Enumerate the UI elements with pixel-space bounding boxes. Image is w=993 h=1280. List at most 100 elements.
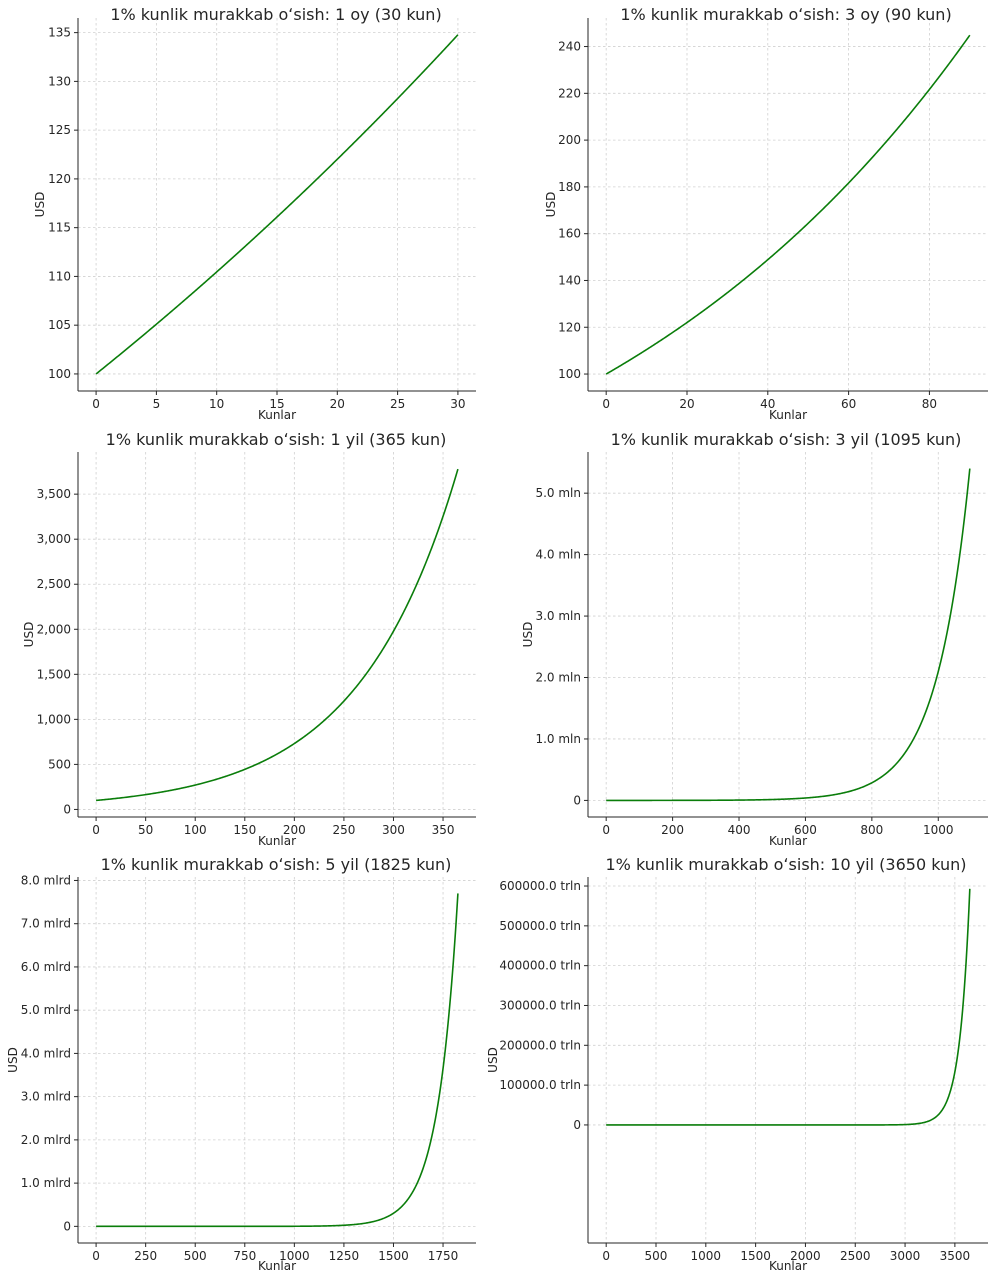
y-tick-label: 2,000 [37, 622, 71, 636]
y-tick-label: 125 [48, 123, 71, 137]
y-tick-label: 130 [48, 74, 71, 88]
x-tick-label: 0 [92, 823, 100, 837]
x-tick-label: 15 [269, 397, 284, 411]
x-tick-label: 30 [450, 397, 465, 411]
x-tick-label: 300 [382, 823, 405, 837]
x-tick-label: 40 [760, 397, 775, 411]
series-line [95, 34, 459, 375]
x-tick-label: 600 [794, 823, 817, 837]
chart-panel-5: 0 250 500 750 1000 1250 1500 1750 0 1.0 mlrd 2.0 m… [6, 855, 476, 1273]
x-tick-label: 0 [602, 823, 610, 837]
x-tick-label: 100 [184, 823, 207, 837]
x-tick-label: 1000 [923, 823, 954, 837]
x-tick-label: 80 [922, 397, 937, 411]
y-tick-label: 5.0 mln [535, 486, 581, 500]
x-tick-label: 500 [645, 1249, 668, 1263]
x-tick-label: 5 [153, 397, 161, 411]
y-tick-label: 2.0 mln [535, 671, 581, 685]
x-tick-label: 20 [330, 397, 345, 411]
y-axis-label: USD [486, 1047, 500, 1073]
x-tick-label: 250 [332, 823, 355, 837]
y-tick-label: 140 [558, 273, 581, 287]
y-tick-label: 240 [558, 40, 581, 54]
series-line [606, 468, 971, 802]
y-axis-label: USD [521, 622, 535, 648]
x-axis-label: Kunlar [769, 1259, 807, 1273]
x-tick-label: 1000 [279, 1249, 310, 1263]
chart-panel-1: 0 5 10 15 20 25 30 100 105 110 115 120 125 130 135 1% k… [33, 5, 476, 422]
series-line [606, 888, 971, 1126]
y-tick-label: 0 [573, 1118, 581, 1132]
x-tick-label: 1500 [740, 1249, 771, 1263]
y-tick-label: 500 [48, 757, 71, 771]
x-tick-label: 0 [92, 1249, 100, 1263]
x-tick-label: 60 [841, 397, 856, 411]
y-tick-label: 200 [558, 133, 581, 147]
series-line [605, 34, 971, 375]
y-tick-label: 1.0 mlrd [21, 1176, 71, 1190]
x-tick-label: 1000 [691, 1249, 722, 1263]
y-tick-label: 3.0 mlrd [21, 1090, 71, 1104]
chart-title: 1% kunlik murakkab oʻsish: 1 oy (30 kun) [110, 5, 441, 24]
y-axis-label: USD [22, 622, 36, 648]
y-tick-label: 100000.0 trln [499, 1078, 581, 1092]
x-tick-label: 750 [233, 1249, 256, 1263]
x-tick-label: 200 [283, 823, 306, 837]
x-axis-label: Kunlar [258, 834, 296, 848]
chart-title: 1% kunlik murakkab oʻsish: 5 yil (1825 k… [101, 855, 452, 874]
y-axis-label: USD [33, 192, 47, 218]
y-tick-label: 200000.0 trln [499, 1038, 581, 1052]
x-tick-label: 10 [209, 397, 224, 411]
chart-panel-4: 0 200 400 600 800 1000 0 1.0 mln 2.0 mln 3.0 mln 4… [521, 430, 988, 848]
chart-title: 1% kunlik murakkab oʻsish: 3 oy (90 kun) [620, 5, 951, 24]
x-tick-label: 2000 [790, 1249, 821, 1263]
chart-title: 1% kunlik murakkab oʻsish: 3 yil (1095 k… [611, 430, 962, 449]
y-tick-label: 120 [558, 320, 581, 334]
x-tick-label: 400 [728, 823, 751, 837]
y-tick-label: 7.0 mlrd [21, 917, 71, 931]
x-tick-label: 1500 [378, 1249, 409, 1263]
x-tick-label: 350 [432, 823, 455, 837]
y-tick-label: 2.0 mlrd [21, 1133, 71, 1147]
x-tick-label: 2500 [840, 1249, 871, 1263]
y-tick-label: 4.0 mln [535, 548, 581, 562]
chart-panel-2: 0 20 40 60 80 100 120 140 160 180 200 220 240 1% kunl… [544, 5, 988, 422]
y-tick-label: 105 [48, 318, 71, 332]
x-tick-label: 50 [138, 823, 153, 837]
y-tick-label: 0 [573, 793, 581, 807]
y-tick-label: 0 [63, 802, 71, 816]
y-tick-label: 5.0 mlrd [21, 1003, 71, 1017]
y-tick-label: 1,000 [37, 712, 71, 726]
y-tick-label: 3.0 mln [535, 609, 581, 623]
y-tick-label: 3,500 [37, 487, 71, 501]
x-axis-label: Kunlar [769, 408, 807, 422]
chart-panel-6: 0 500 1000 1500 2000 2500 3000 3500 0 100000.0 tr… [486, 855, 988, 1273]
y-tick-label: 400000.0 trln [499, 959, 581, 973]
y-tick-label: 0 [63, 1219, 71, 1233]
y-tick-label: 6.0 mlrd [21, 960, 71, 974]
x-tick-label: 150 [233, 823, 256, 837]
chart-title: 1% kunlik murakkab oʻsish: 10 yil (3650 … [605, 855, 966, 874]
x-tick-label: 3000 [890, 1249, 921, 1263]
x-tick-label: 0 [602, 397, 610, 411]
x-tick-label: 25 [390, 397, 405, 411]
x-axis-label: Kunlar [258, 408, 296, 422]
y-tick-label: 135 [48, 26, 71, 40]
y-axis-label: USD [6, 1047, 20, 1073]
y-tick-label: 160 [558, 227, 581, 241]
y-tick-label: 4.0 mlrd [21, 1046, 71, 1060]
x-axis-label: Kunlar [769, 834, 807, 848]
y-tick-label: 120 [48, 172, 71, 186]
x-tick-label: 1750 [428, 1249, 459, 1263]
x-tick-label: 3500 [940, 1249, 971, 1263]
x-tick-label: 1250 [329, 1249, 360, 1263]
x-tick-label: 250 [134, 1249, 157, 1263]
y-tick-label: 8.0 mlrd [21, 873, 71, 887]
y-tick-label: 100 [558, 367, 581, 381]
y-tick-label: 3,000 [37, 532, 71, 546]
series-line [96, 468, 459, 802]
x-axis-label: Kunlar [258, 1259, 296, 1273]
x-tick-label: 200 [661, 823, 684, 837]
y-tick-label: 180 [558, 180, 581, 194]
